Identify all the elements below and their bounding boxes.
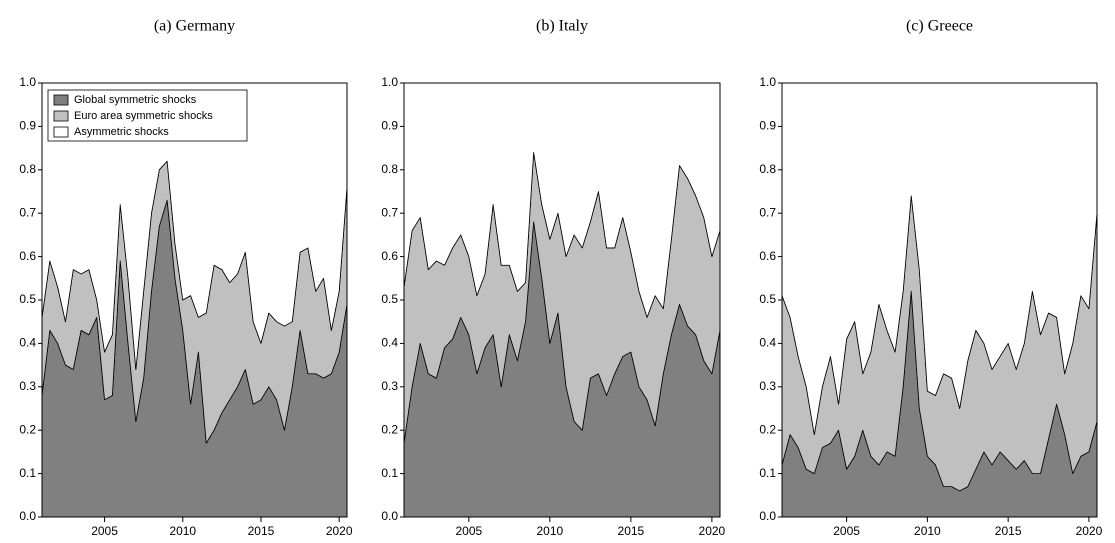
x-tick-label: 2015 xyxy=(995,524,1022,538)
x-tick-label: 2015 xyxy=(248,524,275,538)
y-tick-label: 0.8 xyxy=(381,162,398,176)
legend-swatch xyxy=(53,126,69,138)
legend-box xyxy=(47,89,248,142)
legend-swatch xyxy=(53,94,69,106)
y-tick-label: 0.9 xyxy=(759,119,776,133)
y-tick-label: 0.9 xyxy=(381,119,398,133)
y-tick-label: 0.0 xyxy=(759,509,776,523)
y-tick-label: 0.3 xyxy=(759,379,776,393)
y-tick-label: 0.3 xyxy=(19,379,36,393)
x-tick-label: 2005 xyxy=(91,524,118,538)
y-tick-label: 0.7 xyxy=(759,205,776,219)
y-tick-label: 0.1 xyxy=(19,466,36,480)
y-tick-label: 1.0 xyxy=(381,75,398,89)
x-tick-label: 2020 xyxy=(326,524,353,538)
x-tick-label: 2005 xyxy=(455,524,482,538)
y-tick-label: 0.6 xyxy=(381,249,398,263)
panel-title: (a) Germany xyxy=(154,18,235,35)
y-tick-label: 1.0 xyxy=(19,75,36,89)
panel-title: (c) Greece xyxy=(906,18,973,35)
y-tick-label: 1.0 xyxy=(759,75,776,89)
y-tick-label: 0.8 xyxy=(759,162,776,176)
y-tick-label: 0.8 xyxy=(19,162,36,176)
y-tick-label: 0.7 xyxy=(19,205,36,219)
legend-swatch xyxy=(53,110,69,122)
y-tick-label: 0.5 xyxy=(19,292,36,306)
x-tick-label: 2010 xyxy=(169,524,196,538)
x-tick-label: 2010 xyxy=(914,524,941,538)
x-tick-label: 2020 xyxy=(1076,524,1103,538)
y-tick-label: 0.0 xyxy=(381,509,398,523)
x-tick-label: 2015 xyxy=(618,524,645,538)
y-tick-label: 0.9 xyxy=(19,119,36,133)
y-tick-label: 0.1 xyxy=(381,466,398,480)
y-tick-label: 0.4 xyxy=(19,336,36,350)
legend-label: Euro area symmetric shocks xyxy=(74,110,213,122)
y-tick-label: 0.1 xyxy=(759,466,776,480)
y-tick-label: 0.6 xyxy=(759,249,776,263)
legend-label: Asymmetric shocks xyxy=(74,126,169,138)
y-tick-label: 0.2 xyxy=(759,422,776,436)
y-tick-label: 0.2 xyxy=(381,422,398,436)
x-tick-label: 2005 xyxy=(833,524,860,538)
y-tick-label: 0.6 xyxy=(19,249,36,263)
panel-title: (b) Italy xyxy=(536,18,588,35)
legend-label: Global symmetric shocks xyxy=(74,94,197,106)
y-tick-label: 0.4 xyxy=(759,336,776,350)
y-tick-label: 0.5 xyxy=(381,292,398,306)
y-tick-label: 0.5 xyxy=(759,292,776,306)
y-tick-label: 0.4 xyxy=(381,336,398,350)
x-tick-label: 2020 xyxy=(699,524,726,538)
y-tick-label: 0.2 xyxy=(19,422,36,436)
y-tick-label: 0.7 xyxy=(381,205,398,219)
x-tick-label: 2010 xyxy=(536,524,563,538)
y-tick-label: 0.3 xyxy=(381,379,398,393)
y-tick-label: 0.0 xyxy=(19,509,36,523)
